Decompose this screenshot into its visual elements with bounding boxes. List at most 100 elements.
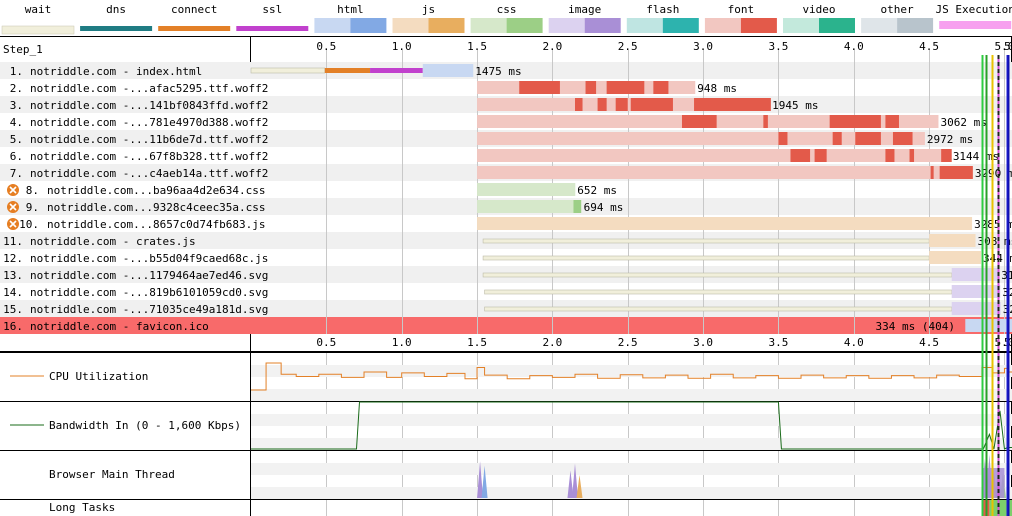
top-axis-tick-label: 5. — [1004, 40, 1012, 53]
duration-label: 3144 ms — [953, 150, 999, 163]
request-label: notriddle.com -...819b6101059cd0.svg — [30, 286, 268, 299]
request-label: notriddle.com -...afac5295.ttf.woff2 — [30, 82, 268, 95]
bar-wait — [484, 289, 953, 295]
step-label: Step_1 — [3, 43, 43, 56]
main-thread-burst — [481, 465, 488, 498]
bar-chunk — [941, 149, 952, 162]
bar-chunk — [615, 98, 628, 111]
main-thread-label: Browser Main Thread — [49, 468, 175, 481]
request-bars: 1475 ms 948 ms 1945 ms 3062 ms 2972 ms 3144 m… — [250, 64, 1012, 333]
legend-swatch-css — [506, 18, 543, 33]
legend-label-image: image — [568, 3, 601, 16]
request-label: notriddle.com -...781e4970d388.woff2 — [30, 116, 268, 129]
bar-download — [477, 183, 576, 196]
lane-band — [251, 463, 1012, 475]
bar-chunk — [855, 132, 881, 145]
legend: wait dns connect ssl html js css image flash font… — [1, 3, 1012, 35]
top-axis-tick-label: 5.0 — [995, 40, 1012, 53]
request-index: 4. — [10, 116, 23, 129]
legend-swatch-light-font — [704, 18, 741, 33]
request-label: notriddle.com - favicon.ico — [30, 320, 209, 333]
top-axis-tick-label: 3.5 — [768, 40, 788, 53]
legend-label-css: css — [497, 3, 517, 16]
request-label: notriddle.com...8657c0d74fb683.js — [47, 218, 266, 231]
bottom-axis-tick-label: 0.5 — [316, 336, 336, 349]
request-label: notriddle.com -...c4aeb14a.ttf.woff2 — [30, 167, 268, 180]
bar-chunk — [885, 115, 899, 128]
duration-label: 652 ms — [577, 184, 617, 197]
top-axis-tick-label: 4.5 — [919, 40, 939, 53]
render-blocking-icon-cross — [9, 203, 17, 211]
duration-label: 2972 ms — [927, 133, 973, 146]
legend-swatch-light-other — [861, 18, 898, 33]
request-labels: 1. notriddle.com - index.html 2. notriddle.… — [3, 65, 268, 333]
main-thread-burst — [571, 463, 578, 498]
request-index: 6. — [10, 150, 23, 163]
top-axis-tick-label: 3.0 — [693, 40, 713, 53]
bar-download — [929, 234, 976, 247]
request-label: notriddle.com...ba96aa4d2e634.css — [47, 184, 266, 197]
bottom-axis-tick-label: 3.5 — [768, 336, 788, 349]
render-blocking-icon-cross — [9, 220, 17, 228]
legend-swatch-html — [350, 18, 387, 33]
event-markers — [981, 55, 1010, 516]
bar-wait — [482, 272, 953, 278]
request-index: 11. — [3, 235, 23, 248]
legend-swatch-light-html — [314, 18, 351, 33]
legend-swatch-dns — [80, 26, 153, 31]
request-index: 2. — [10, 82, 23, 95]
request-index: 8. — [26, 184, 39, 197]
bar-download — [951, 302, 1001, 315]
legend-label-connect: connect — [171, 3, 217, 16]
top-axis-tick-label: 2.0 — [542, 40, 562, 53]
request-label: notriddle.com -...b55d04f9caed68c.js — [30, 252, 268, 265]
bottom-axis-tick-label: 4.5 — [919, 336, 939, 349]
bottom-axis-tick-label: 1.0 — [392, 336, 412, 349]
lane-band — [251, 487, 1012, 499]
duration-label: 334 ms (404) — [876, 320, 955, 333]
legend-swatch-flash — [662, 18, 699, 33]
top-axis-tick-label: 0.5 — [316, 40, 336, 53]
duration-label: 1945 ms — [772, 99, 818, 112]
bar-chunk — [694, 98, 771, 111]
legend-label-html: html — [337, 3, 364, 16]
legend-swatch-light-js — [392, 18, 429, 33]
bar-chunk — [606, 81, 645, 94]
long-tasks-label: Long Tasks — [49, 501, 115, 514]
main-thread-burst — [567, 470, 574, 498]
legend-label-js-execution: JS Execution — [935, 3, 1012, 16]
bar-wait — [484, 306, 953, 312]
bar-chunk — [829, 115, 881, 128]
bar-wait — [482, 238, 930, 244]
legend-swatch-js — [428, 18, 465, 33]
bar-chunk — [909, 149, 915, 162]
legend-label-flash: flash — [646, 3, 679, 16]
request-label: notriddle.com -...67f8b328.ttf.woff2 — [30, 150, 268, 163]
lane-band — [251, 389, 1012, 401]
request-label: notriddle.com...9328c4ceec35a.css — [47, 201, 266, 214]
main-thread-burst — [576, 475, 583, 498]
duration-label: 344 ms — [983, 252, 1012, 265]
bar-chunk — [885, 149, 895, 162]
bar-chunk — [778, 132, 788, 145]
bar-chunk — [681, 115, 717, 128]
time-axes: Step_10.51.01.52.02.53.03.54.04.55.05.0.… — [3, 40, 1012, 349]
request-label: notriddle.com -...1179464ae7ed46.svg — [30, 269, 268, 282]
legend-label-js: js — [422, 3, 435, 16]
bar-chunk — [892, 132, 913, 145]
render-blocking-icon-cross — [9, 186, 17, 194]
bar-ssl — [370, 68, 423, 73]
request-index: 5. — [10, 133, 23, 146]
legend-swatch-js-execution — [939, 21, 1012, 29]
row-background — [0, 317, 1012, 334]
request-label: notriddle.com -...11b6de7d.ttf.woff2 — [30, 133, 268, 146]
bar-download — [929, 251, 981, 264]
request-index: 1. — [10, 65, 23, 78]
bar-chunk — [763, 115, 768, 128]
duration-label: 3062 ms — [940, 116, 986, 129]
request-index: 12. — [3, 252, 23, 265]
bar-chunk — [814, 149, 827, 162]
bar-chunk — [832, 132, 842, 145]
cpu-line — [251, 362, 1012, 391]
legend-swatch-ssl — [236, 26, 309, 31]
